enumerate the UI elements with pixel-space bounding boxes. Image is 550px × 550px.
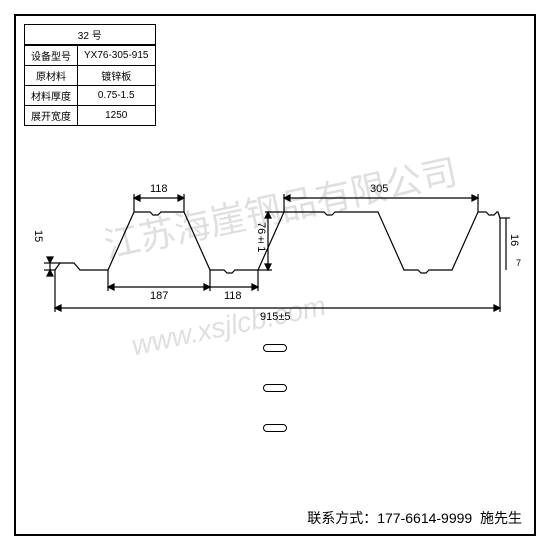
contact-line: 联系方式：177-6614-9999 施先生 (307, 508, 522, 528)
profile-svg (0, 0, 550, 550)
slot-icon (263, 424, 287, 432)
slot-icon (263, 344, 287, 352)
dim-right-small: 16 (508, 234, 520, 246)
dim-total-width: 915±5 (260, 311, 291, 323)
contact-name: 施先生 (480, 510, 522, 526)
contact-phone: 177-6614-9999 (377, 510, 472, 526)
contact-label: 联系方式： (307, 510, 377, 526)
dim-top-left: 118 (150, 183, 168, 195)
slot-icon (263, 384, 287, 392)
dim-right-tiny: 7 (516, 258, 521, 268)
dim-bottom-mid: 118 (224, 290, 242, 302)
dim-left-small: 15 (32, 230, 44, 242)
dim-mid-height: 76±1 (255, 222, 267, 252)
dim-bottom-left: 187 (150, 290, 168, 302)
dim-top-right: 305 (370, 183, 388, 195)
